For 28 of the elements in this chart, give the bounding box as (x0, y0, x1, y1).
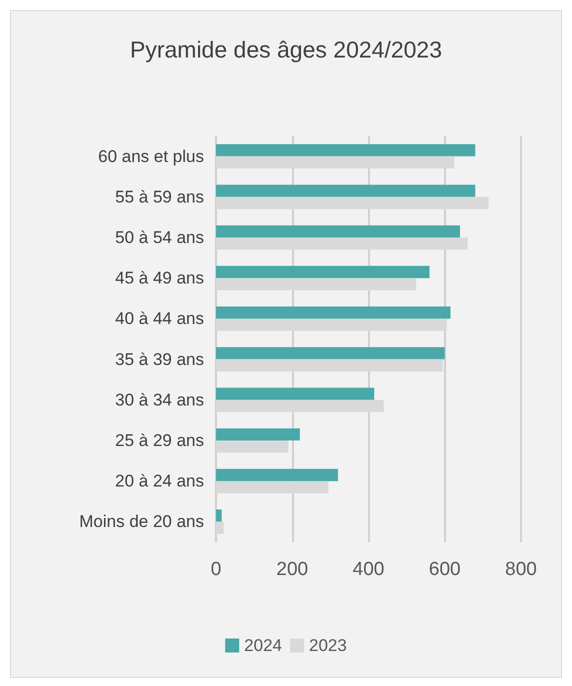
x-tick-label: 0 (210, 559, 222, 580)
y-tick-label: 35 à 39 ans (115, 350, 204, 369)
bar (216, 306, 450, 319)
y-tick-label: 45 à 49 ans (115, 268, 204, 288)
bar (216, 428, 300, 440)
x-tick-label: 200 (276, 559, 308, 580)
bar (216, 225, 460, 238)
y-tick-label: 20 à 24 ans (115, 472, 204, 491)
bar (216, 266, 430, 278)
legend-label: 2024 (244, 636, 282, 655)
x-tick-label: 600 (428, 559, 461, 580)
y-tick-label: 40 à 44 ans (115, 309, 204, 328)
x-tick-label: 400 (352, 559, 384, 580)
bar (216, 347, 445, 360)
legend-label: 2023 (309, 636, 347, 655)
y-tick-label: 55 à 59 ans (115, 187, 204, 206)
bar (216, 468, 338, 482)
bar (216, 388, 374, 400)
y-tick-label: 30 à 34 ans (115, 390, 204, 410)
y-tick-label: 25 à 29 ans (115, 431, 204, 450)
y-tick-label: 50 à 54 ans (115, 228, 204, 247)
y-tick-label: 60 ans et plus (98, 146, 204, 166)
bar (216, 144, 476, 156)
y-tick-label: Moins de 20 ans (79, 512, 204, 532)
x-tick-label: 800 (505, 559, 537, 580)
chart-title: Pyramide des âges 2024/2023 (130, 36, 442, 62)
bar (216, 510, 222, 522)
bar (216, 184, 476, 197)
